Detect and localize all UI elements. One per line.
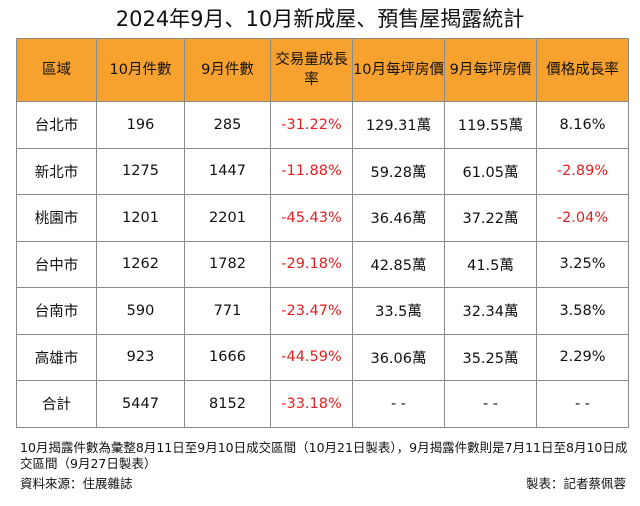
cell-oct-price: 33.5萬: [352, 287, 445, 335]
cell-sep-price: 32.34萬: [444, 287, 537, 335]
cell-price-growth: -2.89%: [536, 147, 629, 195]
cell-region: 新北市: [16, 147, 97, 195]
cell-oct-price: - -: [352, 380, 445, 428]
cell-sep-price: 41.5萬: [444, 240, 537, 288]
table-body: 台北市 196 285 -31.22% 129.31萬 119.55萬 8.16…: [16, 101, 629, 428]
cell-region: 台北市: [16, 101, 97, 149]
cell-oct-count: 590: [96, 287, 185, 335]
table-row: 桃園市 1201 2201 -45.43% 36.46萬 37.22萬 -2.0…: [16, 194, 629, 242]
cell-sep-count: 1782: [184, 240, 271, 288]
cell-oct-price: 36.06萬: [352, 333, 445, 381]
cell-region: 台南市: [16, 287, 97, 335]
header-oct-price: 10月每坪房價: [352, 38, 445, 102]
header-region: 區域: [16, 38, 97, 102]
cell-volume-growth: -33.18%: [270, 380, 353, 428]
cell-oct-count: 1262: [96, 240, 185, 288]
header-volume-growth: 交易量成長率: [270, 38, 353, 102]
cell-oct-price: 36.46萬: [352, 194, 445, 242]
cell-region: 高雄市: [16, 333, 97, 381]
cell-oct-price: 59.28萬: [352, 147, 445, 195]
cell-price-growth: 2.29%: [536, 333, 629, 381]
cell-oct-count: 1201: [96, 194, 185, 242]
cell-region: 台中市: [16, 240, 97, 288]
cell-region: 桃園市: [16, 194, 97, 242]
data-source: 資料來源：住展雜誌: [20, 476, 133, 491]
cell-oct-price: 42.85萬: [352, 240, 445, 288]
cell-sep-price: 119.55萬: [444, 101, 537, 149]
cell-volume-growth: -29.18%: [270, 240, 353, 288]
cell-volume-growth: -23.47%: [270, 287, 353, 335]
cell-sep-count: 1666: [184, 333, 271, 381]
cell-price-growth: 8.16%: [536, 101, 629, 149]
footnote: 10月揭露件數為彙整8月11日至9月10日成交區間（10月21日製表），9月揭露…: [20, 440, 628, 471]
cell-price-growth: 3.58%: [536, 287, 629, 335]
cell-sep-count: 2201: [184, 194, 271, 242]
cell-price-growth: - -: [536, 380, 629, 428]
cell-oct-count: 923: [96, 333, 185, 381]
cell-volume-growth: -45.43%: [270, 194, 353, 242]
cell-oct-count: 1275: [96, 147, 185, 195]
table-row: 台北市 196 285 -31.22% 129.31萬 119.55萬 8.16…: [16, 101, 629, 149]
cell-sep-price: 37.22萬: [444, 194, 537, 242]
header-sep-price: 9月每坪房價: [444, 38, 537, 102]
cell-oct-price: 129.31萬: [352, 101, 445, 149]
table-row: 新北市 1275 1447 -11.88% 59.28萬 61.05萬 -2.8…: [16, 147, 629, 195]
table-header: 區域 10月件數 9月件數 交易量成長率 10月每坪房價 9月每坪房價 價格成長…: [16, 38, 629, 102]
cell-volume-growth: -11.88%: [270, 147, 353, 195]
table-row-total: 合計 5447 8152 -33.18% - - - - - -: [16, 380, 629, 428]
cell-sep-price: 35.25萬: [444, 333, 537, 381]
header-oct-count: 10月件數: [96, 38, 185, 102]
table-row: 台南市 590 771 -23.47% 33.5萬 32.34萬 3.58%: [16, 287, 629, 335]
cell-sep-count: 771: [184, 287, 271, 335]
header-sep-count: 9月件數: [184, 38, 271, 102]
cell-oct-count: 196: [96, 101, 185, 149]
cell-sep-price: 61.05萬: [444, 147, 537, 195]
source-line: 資料來源：住展雜誌 製表：記者蔡佩蓉: [20, 476, 626, 492]
statistics-table: 區域 10月件數 9月件數 交易量成長率 10月每坪房價 9月每坪房價 價格成長…: [16, 38, 629, 428]
cell-sep-price: - -: [444, 380, 537, 428]
table-row: 台中市 1262 1782 -29.18% 42.85萬 41.5萬 3.25%: [16, 240, 629, 288]
table-credit: 製表：記者蔡佩蓉: [525, 476, 626, 491]
cell-oct-count: 5447: [96, 380, 185, 428]
cell-region: 合計: [16, 380, 97, 428]
cell-price-growth: -2.04%: [536, 194, 629, 242]
cell-sep-count: 285: [184, 101, 271, 149]
cell-sep-count: 1447: [184, 147, 271, 195]
header-price-growth: 價格成長率: [536, 38, 629, 102]
cell-volume-growth: -44.59%: [270, 333, 353, 381]
table-row: 高雄市 923 1666 -44.59% 36.06萬 35.25萬 2.29%: [16, 333, 629, 381]
cell-price-growth: 3.25%: [536, 240, 629, 288]
cell-sep-count: 8152: [184, 380, 271, 428]
page-title: 2024年9月、10月新成屋、預售屋揭露統計: [115, 7, 525, 31]
cell-volume-growth: -31.22%: [270, 101, 353, 149]
